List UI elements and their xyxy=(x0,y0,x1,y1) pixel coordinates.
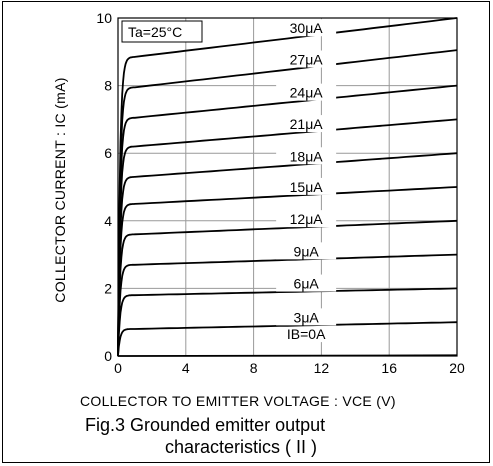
curve-ib-9ua xyxy=(117,253,458,357)
curve-label-bg xyxy=(276,325,337,343)
curve-label-bg xyxy=(276,274,337,292)
plot-border xyxy=(117,17,458,357)
x-tick-label: 12 xyxy=(314,360,330,376)
curve-label: 9μA xyxy=(294,243,320,259)
temperature-annotation: Ta=25°C xyxy=(128,24,182,40)
y-tick-label: 2 xyxy=(104,280,112,296)
curve-label-bg xyxy=(276,115,337,133)
y-tick-label: 6 xyxy=(104,145,112,161)
curve-label-bg xyxy=(276,19,337,37)
caption-line-1: Fig.3 Grounded emitter output xyxy=(85,415,326,435)
curve-label-bg xyxy=(276,147,337,165)
curve-ib-12ua xyxy=(117,219,458,357)
y-tick-label: 10 xyxy=(96,10,112,26)
y-tick-label: 0 xyxy=(104,348,112,364)
curve-ib-21ua xyxy=(117,118,458,357)
x-tick-label: 20 xyxy=(449,360,465,376)
annotation-box xyxy=(121,20,203,43)
curve-ib-27ua xyxy=(117,49,458,357)
curve-label: 3μA xyxy=(294,309,320,325)
curve-label-bg xyxy=(276,50,337,68)
curve-label: 15μA xyxy=(290,179,324,195)
curve-label-bg xyxy=(276,242,337,260)
x-tick-label: 16 xyxy=(381,360,397,376)
y-tick-label: 4 xyxy=(104,213,112,229)
x-tick-label: 0 xyxy=(114,360,122,376)
curve-label: 21μA xyxy=(290,116,324,132)
curve-label-bg xyxy=(276,177,337,195)
x-axis-label: COLLECTOR TO EMITTER VOLTAGE : VCE (V) xyxy=(80,393,396,409)
caption-line-2: characteristics ( II ) xyxy=(165,437,318,457)
figure-caption: Fig.3 Grounded emitter output characteri… xyxy=(85,414,325,458)
y-tick-label: 8 xyxy=(104,78,112,94)
curve-ib-3ua xyxy=(117,321,458,357)
curve-label: 27μA xyxy=(290,52,324,68)
curve-label-bg xyxy=(276,83,337,101)
x-tick-label: 8 xyxy=(250,360,258,376)
curve-label: IB=0A xyxy=(287,326,326,342)
curve-label: 12μA xyxy=(290,211,324,227)
curve-ib-30ua xyxy=(117,17,458,357)
curve-label-bg xyxy=(276,308,337,326)
y-axis-label-text: COLLECTOR CURRENT : IC (mA) xyxy=(52,77,68,303)
curve-ib-18ua xyxy=(117,152,458,357)
curve-ib-24ua xyxy=(117,84,458,357)
curve-ib-15ua xyxy=(117,186,458,357)
curve-ib-6ua xyxy=(117,287,458,357)
curve-label: 6μA xyxy=(294,276,320,292)
x-tick-label: 4 xyxy=(182,360,190,376)
curve-label: 24μA xyxy=(290,85,324,101)
curve-label-bg xyxy=(276,210,337,228)
curve-label: 18μA xyxy=(290,148,324,164)
curve-label: 30μA xyxy=(290,20,324,36)
